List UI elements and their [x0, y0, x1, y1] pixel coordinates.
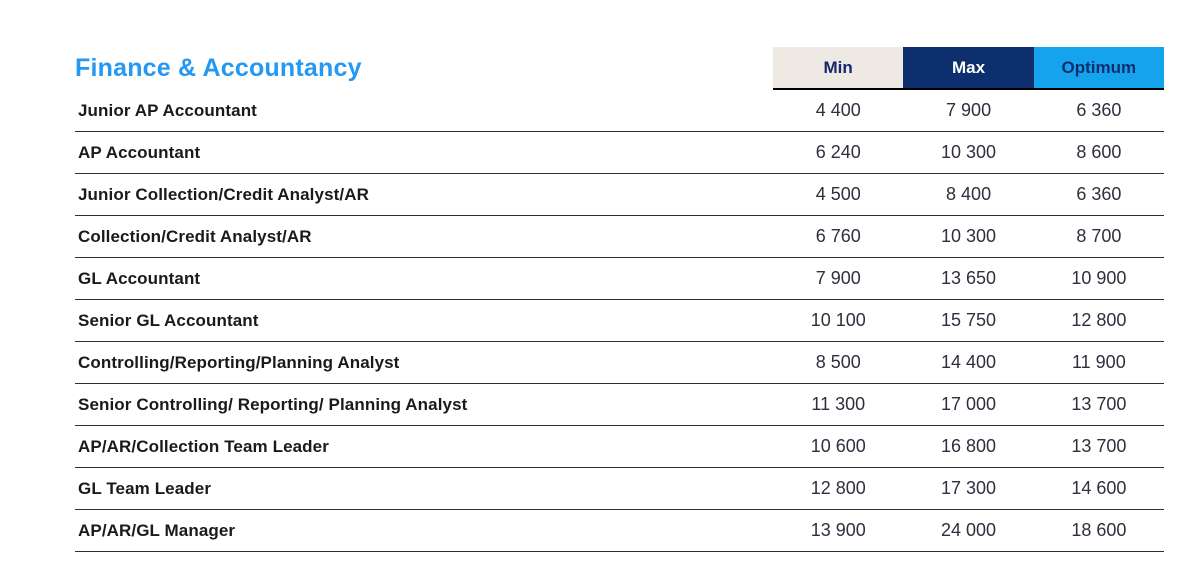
max-value: 17 300	[941, 478, 997, 498]
max-value: 8 400	[946, 184, 992, 204]
table-row: Junior AP Accountant 4 400 7 900 6 360	[75, 90, 1164, 132]
max-value: 10 300	[941, 226, 997, 246]
table-row: Junior Collection/Credit Analyst/AR 4 50…	[75, 174, 1164, 216]
job-title: Junior AP Accountant	[78, 100, 257, 120]
min-value: 11 300	[811, 394, 866, 414]
table-row: Senior GL Accountant 10 100 15 750 12 80…	[75, 300, 1164, 342]
column-header-max: Max	[903, 47, 1034, 88]
optimum-value: 11 900	[1071, 352, 1126, 372]
job-title: Senior Controlling/ Reporting/ Planning …	[78, 394, 468, 414]
max-value: 14 400	[941, 352, 997, 372]
min-value: 8 500	[815, 352, 861, 372]
optimum-value: 8 600	[1076, 142, 1122, 162]
table-row: Controlling/Reporting/Planning Analyst 8…	[75, 342, 1164, 384]
max-value: 16 800	[941, 436, 997, 456]
job-title: Collection/Credit Analyst/AR	[78, 226, 312, 246]
min-value: 4 500	[815, 184, 861, 204]
table-row: AP/AR/GL Manager 13 900 24 000 18 600	[75, 510, 1164, 552]
optimum-value: 6 360	[1076, 100, 1122, 120]
job-title: AP/AR/Collection Team Leader	[78, 436, 329, 456]
min-value: 10 600	[810, 436, 866, 456]
salary-table-section: Finance & Accountancy Min Max Optimum Ju…	[75, 47, 1164, 552]
optimum-value: 8 700	[1076, 226, 1122, 246]
optimum-value: 13 700	[1071, 394, 1127, 414]
table-row: GL Team Leader 12 800 17 300 14 600	[75, 468, 1164, 510]
max-value: 13 650	[941, 268, 997, 288]
table-row: Collection/Credit Analyst/AR 6 760 10 30…	[75, 216, 1164, 258]
job-title: AP Accountant	[78, 142, 201, 162]
column-header-optimum: Optimum	[1033, 47, 1164, 88]
max-value: 15 750	[941, 310, 997, 330]
min-value: 6 760	[815, 226, 861, 246]
page-title: Finance & Accountancy	[75, 54, 362, 82]
job-title: Controlling/Reporting/Planning Analyst	[78, 352, 400, 372]
job-title: GL Accountant	[78, 268, 201, 288]
table-row: Senior Controlling/ Reporting/ Planning …	[75, 384, 1164, 426]
optimum-value: 13 700	[1071, 436, 1127, 456]
table-header-band: Finance & Accountancy Min Max Optimum	[75, 47, 1164, 90]
min-value: 6 240	[815, 142, 861, 162]
optimum-value: 14 600	[1071, 478, 1127, 498]
job-title: AP/AR/GL Manager	[78, 520, 236, 540]
max-value: 7 900	[946, 100, 992, 120]
table-column-headers: Min Max Optimum	[773, 47, 1164, 90]
optimum-value: 6 360	[1076, 184, 1122, 204]
min-value: 12 800	[810, 478, 866, 498]
max-value: 24 000	[941, 520, 997, 540]
job-title: Junior Collection/Credit Analyst/AR	[78, 184, 369, 204]
salary-table: Junior AP Accountant 4 400 7 900 6 360 A…	[75, 90, 1164, 552]
optimum-value: 18 600	[1071, 520, 1127, 540]
optimum-value: 10 900	[1071, 268, 1127, 288]
min-value: 7 900	[815, 268, 861, 288]
job-title: GL Team Leader	[78, 478, 212, 498]
table-row: AP/AR/Collection Team Leader 10 600 16 8…	[75, 426, 1164, 468]
table-row: GL Accountant 7 900 13 650 10 900	[75, 258, 1164, 300]
min-value: 10 100	[810, 310, 866, 330]
min-value: 13 900	[810, 520, 866, 540]
optimum-value: 12 800	[1071, 310, 1127, 330]
max-value: 17 000	[941, 394, 997, 414]
max-value: 10 300	[941, 142, 997, 162]
min-value: 4 400	[815, 100, 861, 120]
table-row: AP Accountant 6 240 10 300 8 600	[75, 132, 1164, 174]
job-title: Senior GL Accountant	[78, 310, 259, 330]
column-header-min: Min	[773, 47, 904, 88]
